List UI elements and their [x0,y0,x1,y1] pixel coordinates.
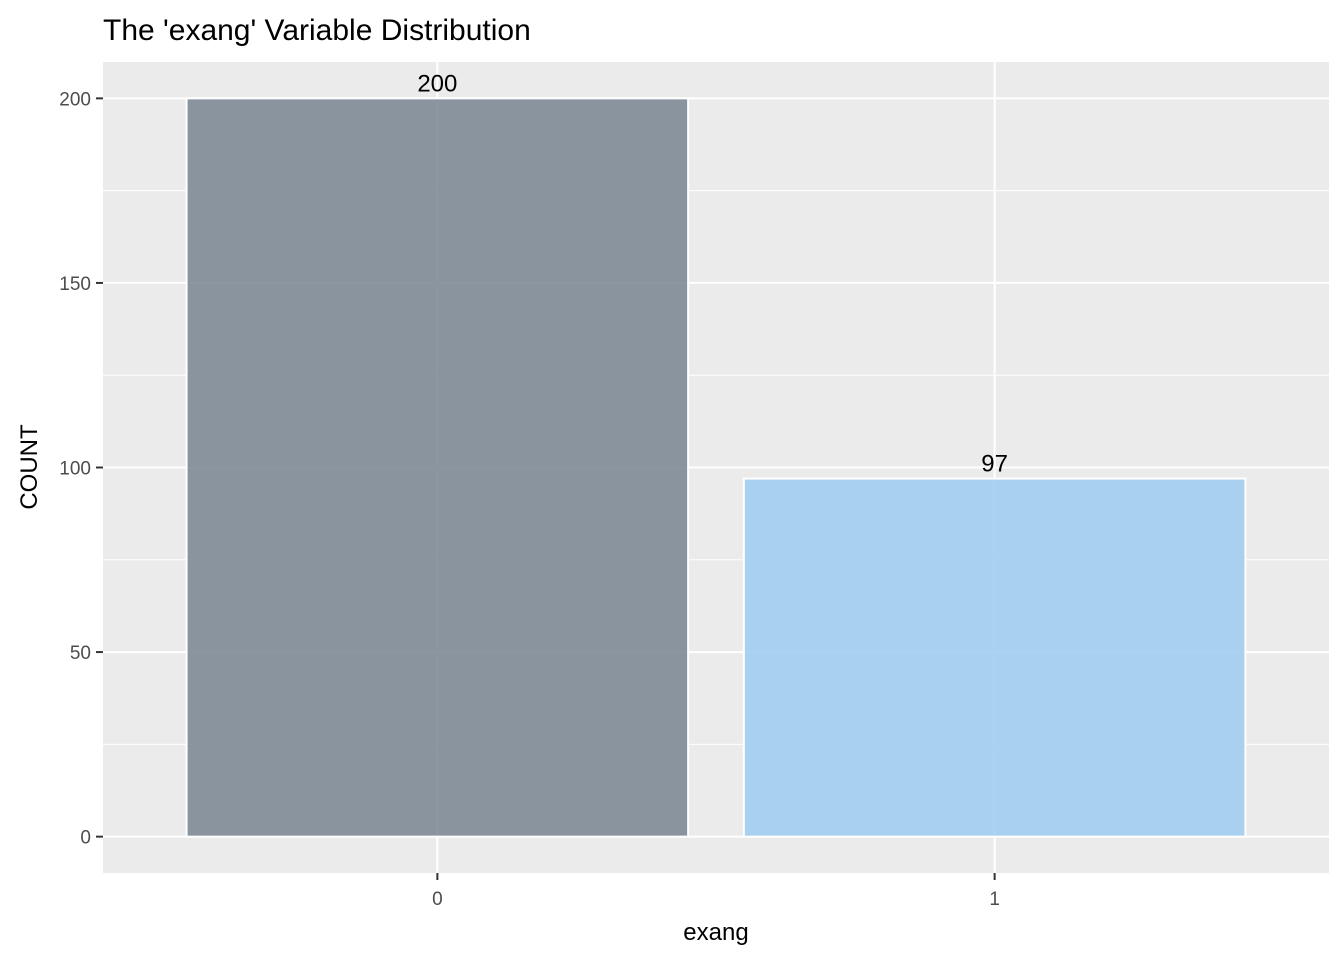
bars [185,97,1247,838]
bar-0 [185,97,690,838]
y-axis-title: COUNT [16,424,43,510]
x-tick-label: 0 [432,889,443,910]
data-label-1: 97 [981,451,1008,478]
x-axis-title: exang [683,919,748,946]
y-tick-label: 100 [59,459,91,480]
y-tick-label: 150 [59,274,91,295]
y-tick-label: 50 [70,643,91,664]
y-tick-label: 200 [59,89,91,110]
chart-title: The 'exang' Variable Distribution [103,14,531,47]
bar-1 [742,477,1247,838]
data-label-0: 200 [417,70,457,97]
data-labels: 200 97 [417,70,1008,477]
x-tick-label: 1 [989,889,1000,910]
y-axis: 0 50 100 150 200 [59,89,103,849]
y-tick-label: 0 [80,828,91,849]
